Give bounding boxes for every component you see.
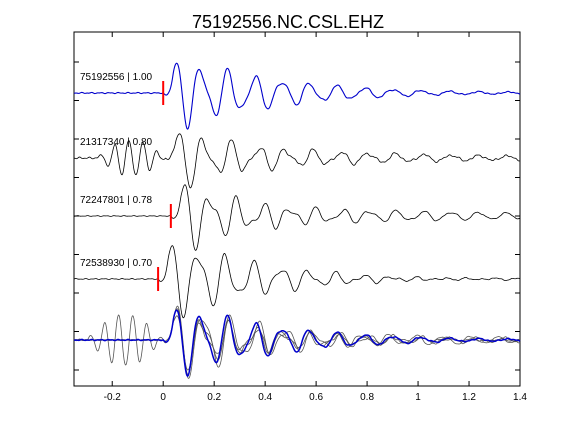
trace-labels: 75192556 | 1.00 21317340 | 0.80 72247801 |… bbox=[80, 72, 153, 269]
x-tick-label: 1.4 bbox=[513, 392, 527, 403]
trace-line bbox=[73, 62, 521, 130]
x-tick-label: 0.6 bbox=[309, 392, 323, 403]
pick-markers bbox=[157, 81, 172, 291]
trace-line bbox=[73, 245, 521, 319]
trace-label: 72538930 | 0.70 bbox=[80, 258, 153, 269]
x-tick-label: 1 bbox=[415, 392, 421, 403]
overlay-trace bbox=[73, 308, 521, 375]
axes-frame bbox=[73, 31, 521, 387]
x-tick-label: 0.8 bbox=[360, 392, 374, 403]
overlay-reference-trace bbox=[73, 309, 521, 378]
x-tick-label: 0.2 bbox=[207, 392, 221, 403]
x-tick-label: 0.4 bbox=[258, 392, 272, 403]
trace-label: 21317340 | 0.80 bbox=[80, 137, 153, 148]
trace-label: 75192556 | 1.00 bbox=[80, 72, 153, 83]
x-tick-label: -0.2 bbox=[104, 392, 122, 403]
y-ticks bbox=[74, 61, 520, 371]
chart-title: 75192556.NC.CSL.EHZ bbox=[192, 12, 384, 32]
x-tick-label: 1.2 bbox=[462, 392, 476, 403]
overlay-trace bbox=[73, 314, 521, 371]
trace-line bbox=[73, 184, 521, 251]
trace-label: 72247801 | 0.78 bbox=[80, 195, 153, 206]
trace-line bbox=[73, 133, 521, 189]
x-axis: -0.2 0 0.2 0.4 0.6 0.8 1 1.2 1.4 bbox=[104, 32, 527, 403]
x-tick-label: 0 bbox=[160, 392, 166, 403]
traces bbox=[73, 62, 521, 379]
